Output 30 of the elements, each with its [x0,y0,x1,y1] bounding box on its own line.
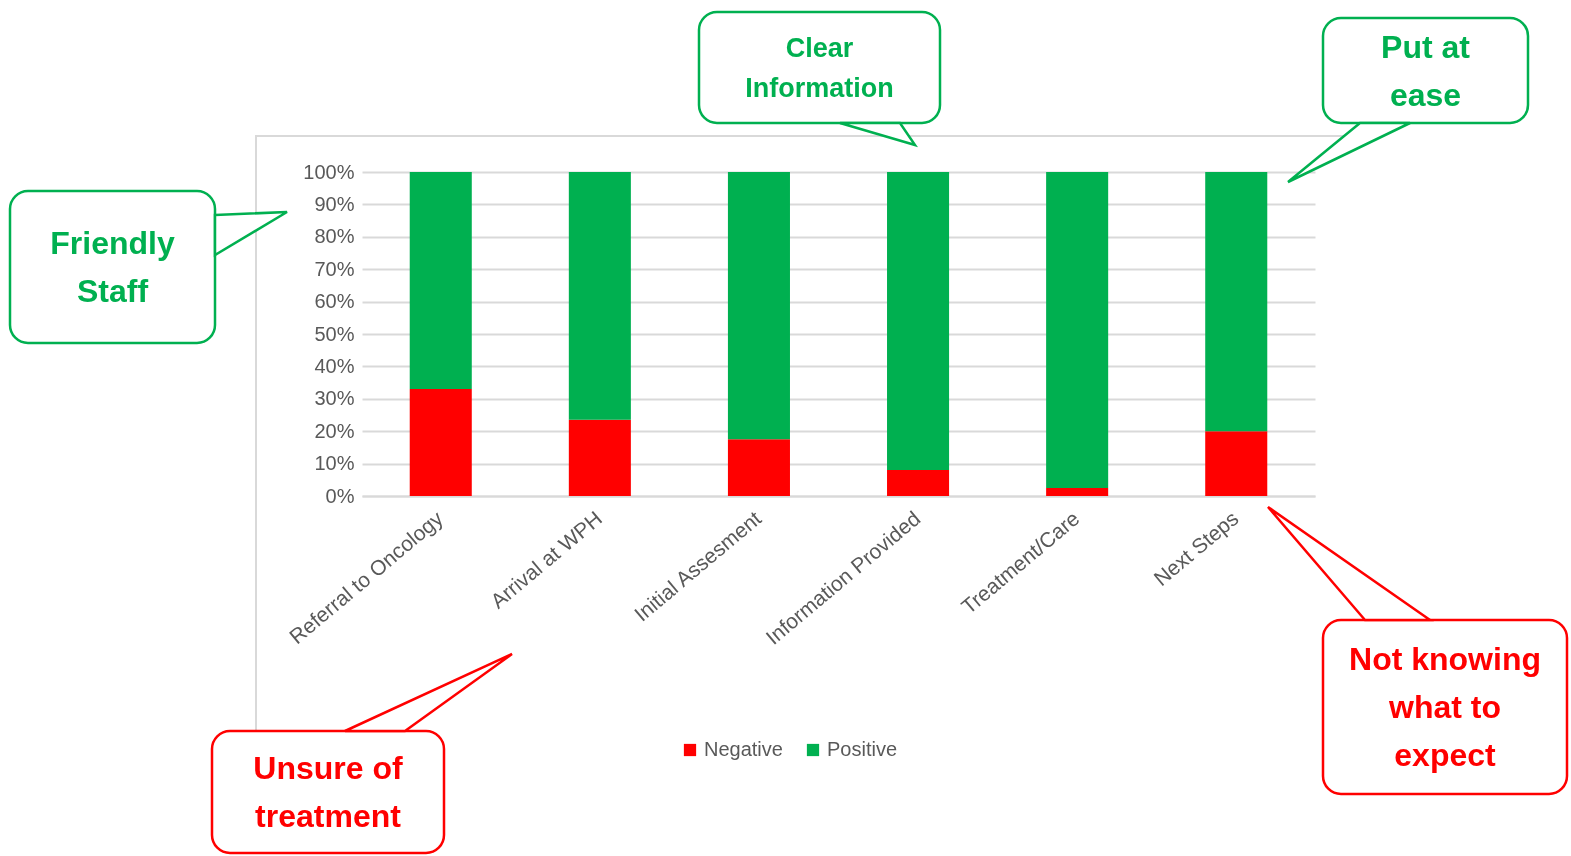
text: Unsure of treatment [253,750,404,835]
bar [1046,172,1109,488]
y-tick-label: 30% [314,387,355,410]
y-tick-label: 40% [314,354,355,377]
text: Friendly Staff [50,225,175,310]
bar [568,172,631,420]
bar [1046,487,1109,496]
y-tick-label: 10% [314,452,355,475]
y-tick-label: 20% [314,419,355,442]
y-tick-label: 60% [314,290,355,313]
text: Not knowing what to expect [1349,641,1541,774]
y-tick-label: 80% [314,225,355,248]
legend-label: Positive [827,738,898,760]
bar [1205,172,1268,432]
bar [887,172,950,471]
bar [409,172,472,390]
bar [409,389,472,496]
bar [568,419,631,496]
y-tick-label: 100% [303,160,355,183]
y-tick-label: 70% [314,257,355,280]
text: Put at ease [1381,28,1471,113]
y-tick-label: 90% [314,192,355,215]
bar [887,470,950,496]
y-tick-label: 0% [325,484,355,507]
text: Clear Information [745,32,894,104]
bar [727,172,790,440]
y-tick-label: 50% [314,322,355,345]
bar [1205,431,1268,496]
legend-label: Negative [704,738,783,760]
bar [727,439,790,496]
